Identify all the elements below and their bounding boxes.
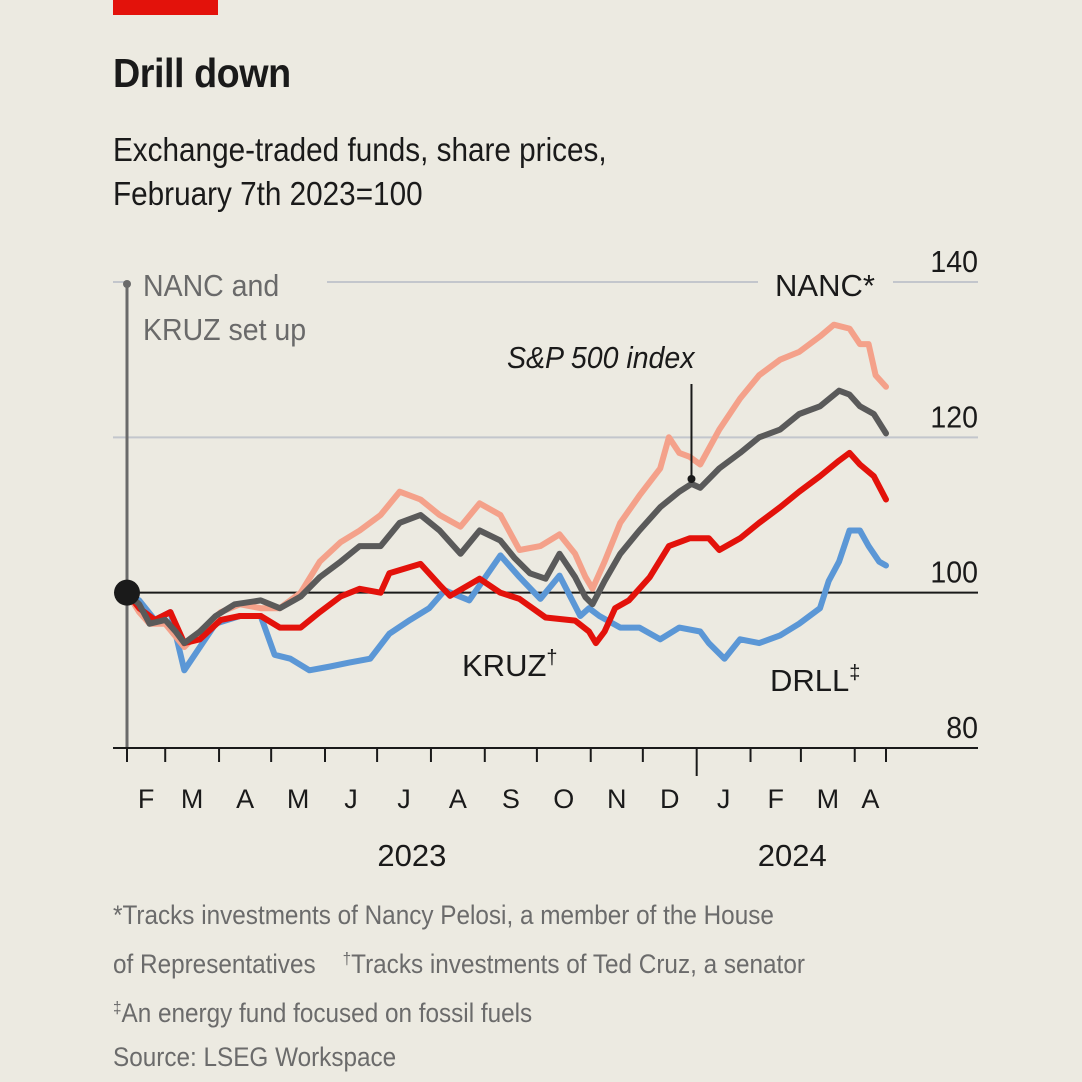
- dagger-mark: †: [342, 949, 352, 968]
- y-tick-label-140: 140: [930, 245, 978, 279]
- series-line-nanc-: [124, 321, 889, 650]
- footnote-kruz: Tracks investments of Ted Cruz, a senato…: [351, 949, 805, 979]
- x-tick-label: D: [660, 784, 680, 814]
- x-tick-label: J: [717, 784, 731, 814]
- series-labels: NANC* S&P 500 index KRUZ† DRLL‡: [462, 268, 875, 698]
- annotation-group: NANC and KRUZ set up: [123, 269, 306, 748]
- accent-bar: [113, 0, 218, 15]
- x-tick-label: A: [449, 784, 467, 814]
- y-tick-label-80: 80: [946, 711, 978, 745]
- series-lines: [114, 321, 889, 674]
- year-label-2024: 2024: [758, 838, 827, 873]
- footnote-nanc: *Tracks investments of Nancy Pelosi, a m…: [113, 900, 774, 930]
- x-tick-label: A: [861, 784, 879, 814]
- series-label-kruz: KRUZ†: [462, 647, 558, 683]
- y-axis-labels: 80 100 120 140: [930, 245, 978, 745]
- footnote-line-2: of Representatives †Tracks investments of…: [113, 949, 805, 979]
- subtitle-line-1: Exchange-traded funds, share prices,: [113, 131, 607, 168]
- setup-marker-top-dot: [123, 280, 131, 288]
- chart-title: Drill down: [113, 50, 291, 96]
- x-tick-label: M: [181, 784, 204, 814]
- chart-subtitle: Exchange-traded funds, share prices, Feb…: [113, 128, 607, 216]
- x-tick-label: S: [502, 784, 520, 814]
- x-tick-label: M: [287, 784, 310, 814]
- x-tick-label: M: [817, 784, 840, 814]
- start-point-dot: [114, 579, 140, 606]
- gridlines: [113, 281, 978, 594]
- x-tick-label: J: [397, 784, 411, 814]
- series-line-s-p-500-index: [124, 387, 889, 647]
- year-label-2023: 2023: [377, 838, 446, 873]
- x-tick-label: F: [767, 784, 784, 814]
- sp500-leader-dot: [687, 475, 696, 483]
- series-line-kruz-: [124, 449, 889, 647]
- x-tick-label: N: [607, 784, 627, 814]
- x-tick-label: J: [344, 784, 358, 814]
- y-tick-label-100: 100: [930, 556, 978, 590]
- y-tick-label-120: 120: [930, 400, 978, 434]
- x-tick-label: A: [236, 784, 254, 814]
- x-tick-label: O: [553, 784, 574, 814]
- x-tick-label: F: [138, 784, 155, 814]
- series-label-drll: DRLL‡: [770, 662, 860, 698]
- series-label-nanc: NANC*: [775, 268, 875, 303]
- footnote-drll: ‡An energy fund focused on fossil fuels: [113, 998, 533, 1028]
- source-note: Source: LSEG Workspace: [113, 1042, 397, 1072]
- footnotes: *Tracks investments of Nancy Pelosi, a m…: [113, 893, 805, 1079]
- setup-annotation-line-2: KRUZ set up: [143, 313, 306, 347]
- setup-annotation-line-1: NANC and: [143, 269, 279, 303]
- series-label-sp500: S&P 500 index: [507, 341, 696, 375]
- subtitle-line-2: February 7th 2023=100: [113, 175, 423, 212]
